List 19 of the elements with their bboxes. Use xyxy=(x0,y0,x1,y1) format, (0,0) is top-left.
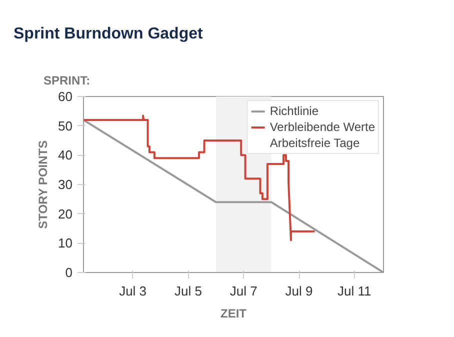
x-tick-label: Jul 11 xyxy=(338,284,372,298)
chart-subtitle: SPRINT: xyxy=(44,74,90,88)
x-tick-label: Jul 5 xyxy=(174,284,202,298)
y-tick-label: 30 xyxy=(58,177,73,192)
y-tick-label: 50 xyxy=(58,118,73,134)
y-tick-label: 40 xyxy=(58,148,73,163)
y-tick-label: 10 xyxy=(58,236,73,251)
x-tick-label: Jul 9 xyxy=(285,284,313,298)
x-tick-label: Jul 7 xyxy=(230,284,258,298)
y-axis-title: STORY POINTS xyxy=(36,140,50,229)
band-label: Arbeitsfreie Tage xyxy=(270,136,360,150)
legend-label: Verbleibende Werte xyxy=(270,120,375,134)
legend-label: Richtlinie xyxy=(270,104,318,118)
x-tick-label: Jul 3 xyxy=(119,284,147,298)
y-tick-label: 60 xyxy=(58,89,73,104)
x-axis-title: ZEIT xyxy=(220,306,248,320)
y-tick-label: 0 xyxy=(65,265,73,280)
chart-title: Sprint Burndown Gadget xyxy=(14,26,204,42)
y-tick-label: 20 xyxy=(58,206,73,222)
